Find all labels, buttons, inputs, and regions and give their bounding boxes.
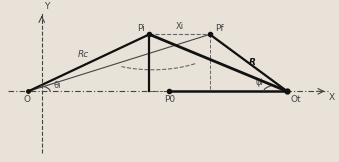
Text: Y: Y (44, 2, 50, 11)
Text: Rc: Rc (78, 50, 89, 59)
Text: P0: P0 (164, 95, 175, 104)
Text: O: O (23, 95, 30, 104)
Text: Pi: Pi (137, 23, 145, 33)
Text: R: R (249, 58, 256, 67)
Text: Pf: Pf (216, 23, 224, 33)
Text: Xi: Xi (176, 22, 184, 30)
Text: X: X (329, 93, 335, 102)
Text: Ot: Ot (291, 95, 301, 104)
Text: ψi: ψi (255, 78, 263, 87)
Text: θi: θi (54, 81, 61, 90)
